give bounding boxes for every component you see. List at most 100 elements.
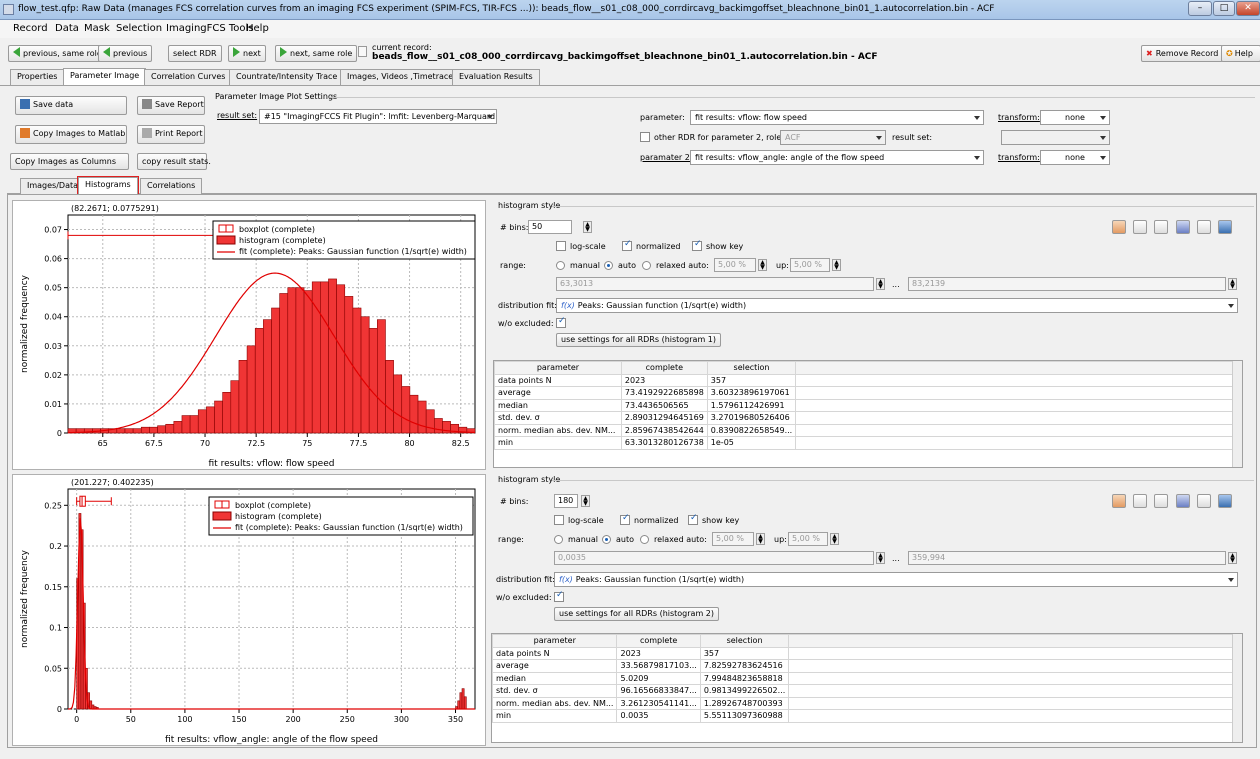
transform2-select[interactable]: none — [1040, 150, 1110, 165]
hist2-manual-radio[interactable] — [554, 535, 563, 544]
hist2-show-key-checkbox[interactable] — [688, 513, 698, 525]
close-button[interactable]: ✕ — [1236, 1, 1260, 16]
hist2-export-icon[interactable] — [1197, 494, 1211, 508]
hist2-use-settings-button[interactable]: use settings for all RDRs (histogram 2) — [554, 607, 719, 621]
hist1-save-icon[interactable] — [1218, 220, 1232, 234]
hist1-relaxed-auto-radio[interactable] — [642, 261, 651, 270]
hist1-up-spin-arrows[interactable]: ▲ ▼ — [832, 259, 841, 271]
other-rdr-role-select[interactable]: ACF — [780, 130, 886, 145]
histogram-1-chart[interactable]: (82.2671; 0.0775291) 65 67.5 70 72.5 75 77.5 80… — [13, 201, 485, 469]
table-row[interactable]: data points N 2023 357 — [494, 373, 1242, 387]
hist1-export-icon[interactable] — [1197, 220, 1211, 234]
minimize-button[interactable]: – — [1188, 1, 1212, 16]
select-rdr-button[interactable]: select RDR — [168, 45, 222, 62]
hist1-relaxed-spin-arrows[interactable]: ▲ ▼ — [758, 259, 767, 271]
hist2-range-max-input[interactable]: 359,994 — [908, 551, 1226, 565]
hist1-dist-fit-select[interactable]: f(x) Peaks: Gaussian function (1/sqrt(e) … — [556, 298, 1238, 313]
table-row[interactable]: median 73.4436506565 1.5796112426991 — [494, 398, 1242, 412]
print-report-button[interactable]: Print Report — [137, 125, 205, 144]
hist2-auto-radio[interactable] — [602, 535, 611, 544]
save-report-button[interactable]: Save Report — [137, 96, 205, 115]
hist1-table-scrollbar[interactable] — [1232, 361, 1242, 467]
table-row[interactable]: min 63.3013280126738 1e-05 — [494, 436, 1242, 450]
menu-data[interactable]: Data — [55, 23, 79, 34]
copy-images-matlab-button[interactable]: Copy Images to Matlab — [15, 125, 127, 144]
next-same-role-button[interactable]: next, same role — [275, 45, 358, 62]
maximize-button[interactable]: □ — [1213, 1, 1235, 16]
remove-record-button[interactable]: ✖ Remove Record — [1141, 45, 1224, 62]
tab-correlation-curves[interactable]: Correlation Curves — [144, 69, 233, 85]
next-button[interactable]: next — [228, 45, 266, 62]
hist2-print-icon[interactable] — [1176, 494, 1190, 508]
hist1-auto-radio[interactable] — [604, 261, 613, 270]
table-row[interactable]: norm. median abs. dev. NM... 2.8596743854… — [494, 423, 1242, 437]
hist1-normalized-checkbox[interactable] — [622, 239, 632, 251]
hist1-up-spinbox[interactable]: 5,00 % — [790, 258, 830, 272]
hist2-bins-spinbox[interactable]: 180 — [554, 494, 578, 508]
hist1-manual-radio[interactable] — [556, 261, 565, 270]
hist2-wo-excluded-checkbox[interactable] — [554, 590, 564, 602]
table-row[interactable]: std. dev. σ 2.89031294645169 3.27019680526… — [494, 411, 1242, 425]
hist1-bins-spinbox[interactable]: 50 — [528, 220, 572, 234]
hist2-dist-fit-select[interactable]: f(x) Peaks: Gaussian function (1/sqrt(e) … — [554, 572, 1238, 587]
hist2-copy-icon[interactable] — [1133, 494, 1147, 508]
tab-parameter-image[interactable]: Parameter Image — [63, 68, 147, 85]
hist1-bins-spin-arrows[interactable]: ▲ ▼ — [583, 221, 592, 233]
subtab-correlations[interactable]: Correlations — [140, 178, 203, 194]
hist1-range-max-input[interactable]: 83,2139 — [908, 277, 1226, 291]
menu-record[interactable]: Record — [13, 23, 48, 34]
menu-help[interactable]: Help — [246, 23, 269, 34]
other-rdr-checkbox[interactable] — [640, 132, 650, 142]
menu-mask[interactable]: Mask — [84, 23, 110, 34]
hist1-copy-icon[interactable] — [1133, 220, 1147, 234]
hist2-range-min-input[interactable]: 0,0035 — [554, 551, 874, 565]
hist2-relaxed-spinbox[interactable]: 5,00 % — [712, 532, 754, 546]
table-row[interactable]: norm. median abs. dev. NM... 3.2612305411… — [492, 696, 1242, 710]
parameter-select[interactable]: fit results: vflow: flow speed — [690, 110, 984, 125]
subtab-histograms[interactable]: Histograms — [77, 176, 139, 195]
hist2-relaxed-auto-radio[interactable] — [640, 535, 649, 544]
hist1-show-key-checkbox[interactable] — [692, 239, 702, 251]
hist2-up-spinbox[interactable]: 5,00 % — [788, 532, 828, 546]
hist1-range-min-arrows[interactable]: ▲ ▼ — [876, 278, 885, 290]
previous-same-role-button[interactable]: previous, same role — [8, 45, 107, 62]
hist2-relaxed-spin-arrows[interactable]: ▲ ▼ — [756, 533, 765, 545]
tab-properties[interactable]: Properties — [10, 69, 65, 85]
hist2-bins-spin-arrows[interactable]: ▲ ▼ — [581, 495, 590, 507]
help-button[interactable]: ✪ Help — [1221, 45, 1260, 62]
save-data-button[interactable]: Save data — [15, 96, 127, 115]
copy-images-columns-button[interactable]: Copy Images as Columns — [10, 153, 129, 170]
table-row[interactable]: data points N 2023 357 — [492, 646, 1242, 660]
hist1-copy-data-icon[interactable] — [1154, 220, 1168, 234]
hist1-range-max-arrows[interactable]: ▲ ▼ — [1228, 278, 1237, 290]
copy-result-stats-button[interactable]: copy result stats. — [137, 153, 211, 170]
hist1-print-icon[interactable] — [1176, 220, 1190, 234]
hist2-refresh-icon[interactable] — [1112, 494, 1126, 508]
hist1-use-settings-button[interactable]: use settings for all RDRs (histogram 1) — [556, 333, 721, 347]
hist2-save-icon[interactable] — [1218, 494, 1232, 508]
menu-selection[interactable]: Selection — [116, 23, 163, 34]
table-row[interactable]: average 33.56879817103... 7.82592783624516 — [492, 659, 1242, 673]
subtab-images-data[interactable]: Images/Data — [20, 178, 86, 194]
result-set-select[interactable]: #15 "ImagingFCCS Fit Plugin": lmfit: Lev… — [259, 109, 497, 124]
tab-countrate-trace[interactable]: Countrate/Intensity Trace — [229, 69, 345, 85]
tab-images-videos[interactable]: Images, Videos ,Timetrace — [340, 69, 461, 85]
hist1-relaxed-spinbox[interactable]: 5,00 % — [714, 258, 756, 272]
hist1-refresh-icon[interactable] — [1112, 220, 1126, 234]
table-row[interactable]: average 73.4192922685898 3.60323896197061 — [494, 386, 1242, 400]
hist2-log-scale-checkbox[interactable] — [554, 515, 564, 525]
parameter2-select[interactable]: fit results: vflow_angle: angle of the f… — [690, 150, 984, 165]
hist2-table-scrollbar[interactable] — [1232, 634, 1242, 742]
hist2-normalized-checkbox[interactable] — [620, 513, 630, 525]
table-row[interactable]: min 0.0035 5.55113097360988 — [492, 709, 1242, 723]
hist2-range-max-arrows[interactable]: ▲ ▼ — [1228, 552, 1237, 564]
table-row[interactable]: std. dev. σ 96.16566833847... 0.9813499226… — [492, 684, 1242, 698]
result-set2-select[interactable] — [1001, 130, 1110, 145]
table-row[interactable]: median 5.0209 7.99484823658818 — [492, 671, 1242, 685]
menu-imagingfcs-tools[interactable]: ImagingFCS Tools — [166, 23, 254, 34]
hist1-log-scale-checkbox[interactable] — [556, 241, 566, 251]
hist2-up-spin-arrows[interactable]: ▲ ▼ — [830, 533, 839, 545]
hist1-range-min-input[interactable]: 63,3013 — [556, 277, 874, 291]
previous-button[interactable]: previous — [98, 45, 153, 62]
hist2-range-min-arrows[interactable]: ▲ ▼ — [876, 552, 885, 564]
